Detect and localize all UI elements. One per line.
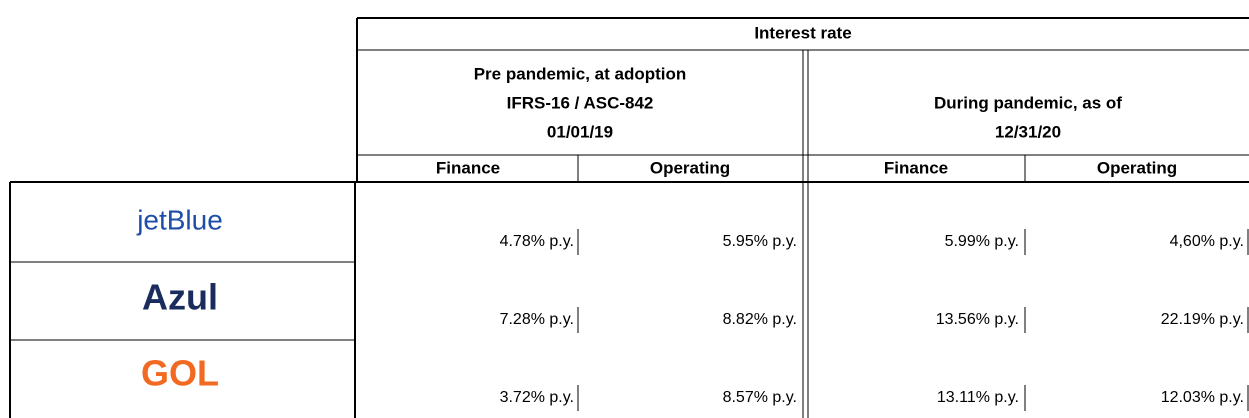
- rate-value: 13.11% p.y.: [937, 389, 1019, 406]
- airline-logo: jetBlue: [136, 204, 223, 235]
- group-header: 12/31/20: [995, 122, 1061, 141]
- column-header: Finance: [884, 158, 948, 177]
- rate-value: 13.56% p.y.: [936, 311, 1019, 328]
- rate-value: 5.99% p.y.: [945, 233, 1019, 250]
- rate-value: 7.28% p.y.: [500, 311, 574, 328]
- airline-logo: GOL: [141, 353, 219, 394]
- rate-value: 4.78% p.y.: [500, 233, 574, 250]
- airline-logo: Azul: [142, 277, 218, 318]
- group-header: Pre pandemic, at adoption: [474, 64, 687, 83]
- column-header: Finance: [436, 158, 500, 177]
- rate-value: 8.82% p.y.: [723, 311, 797, 328]
- rate-value: 3.72% p.y.: [500, 389, 574, 406]
- group-header: IFRS-16 / ASC-842: [507, 93, 654, 112]
- rate-value: 8.57% p.y.: [723, 389, 797, 406]
- rate-value: 12.03% p.y.: [1161, 389, 1244, 406]
- group-header: 01/01/19: [547, 122, 613, 141]
- table-lines: [9, 17, 1249, 418]
- column-header: Operating: [1097, 158, 1177, 177]
- rate-value: 5.95% p.y.: [723, 233, 797, 250]
- column-header: Operating: [650, 158, 730, 177]
- rate-value: 4,60% p.y.: [1170, 233, 1244, 250]
- group-header: During pandemic, as of: [934, 93, 1122, 112]
- table-title: Interest rate: [754, 23, 851, 42]
- rate-value: 22.19% p.y.: [1161, 311, 1244, 328]
